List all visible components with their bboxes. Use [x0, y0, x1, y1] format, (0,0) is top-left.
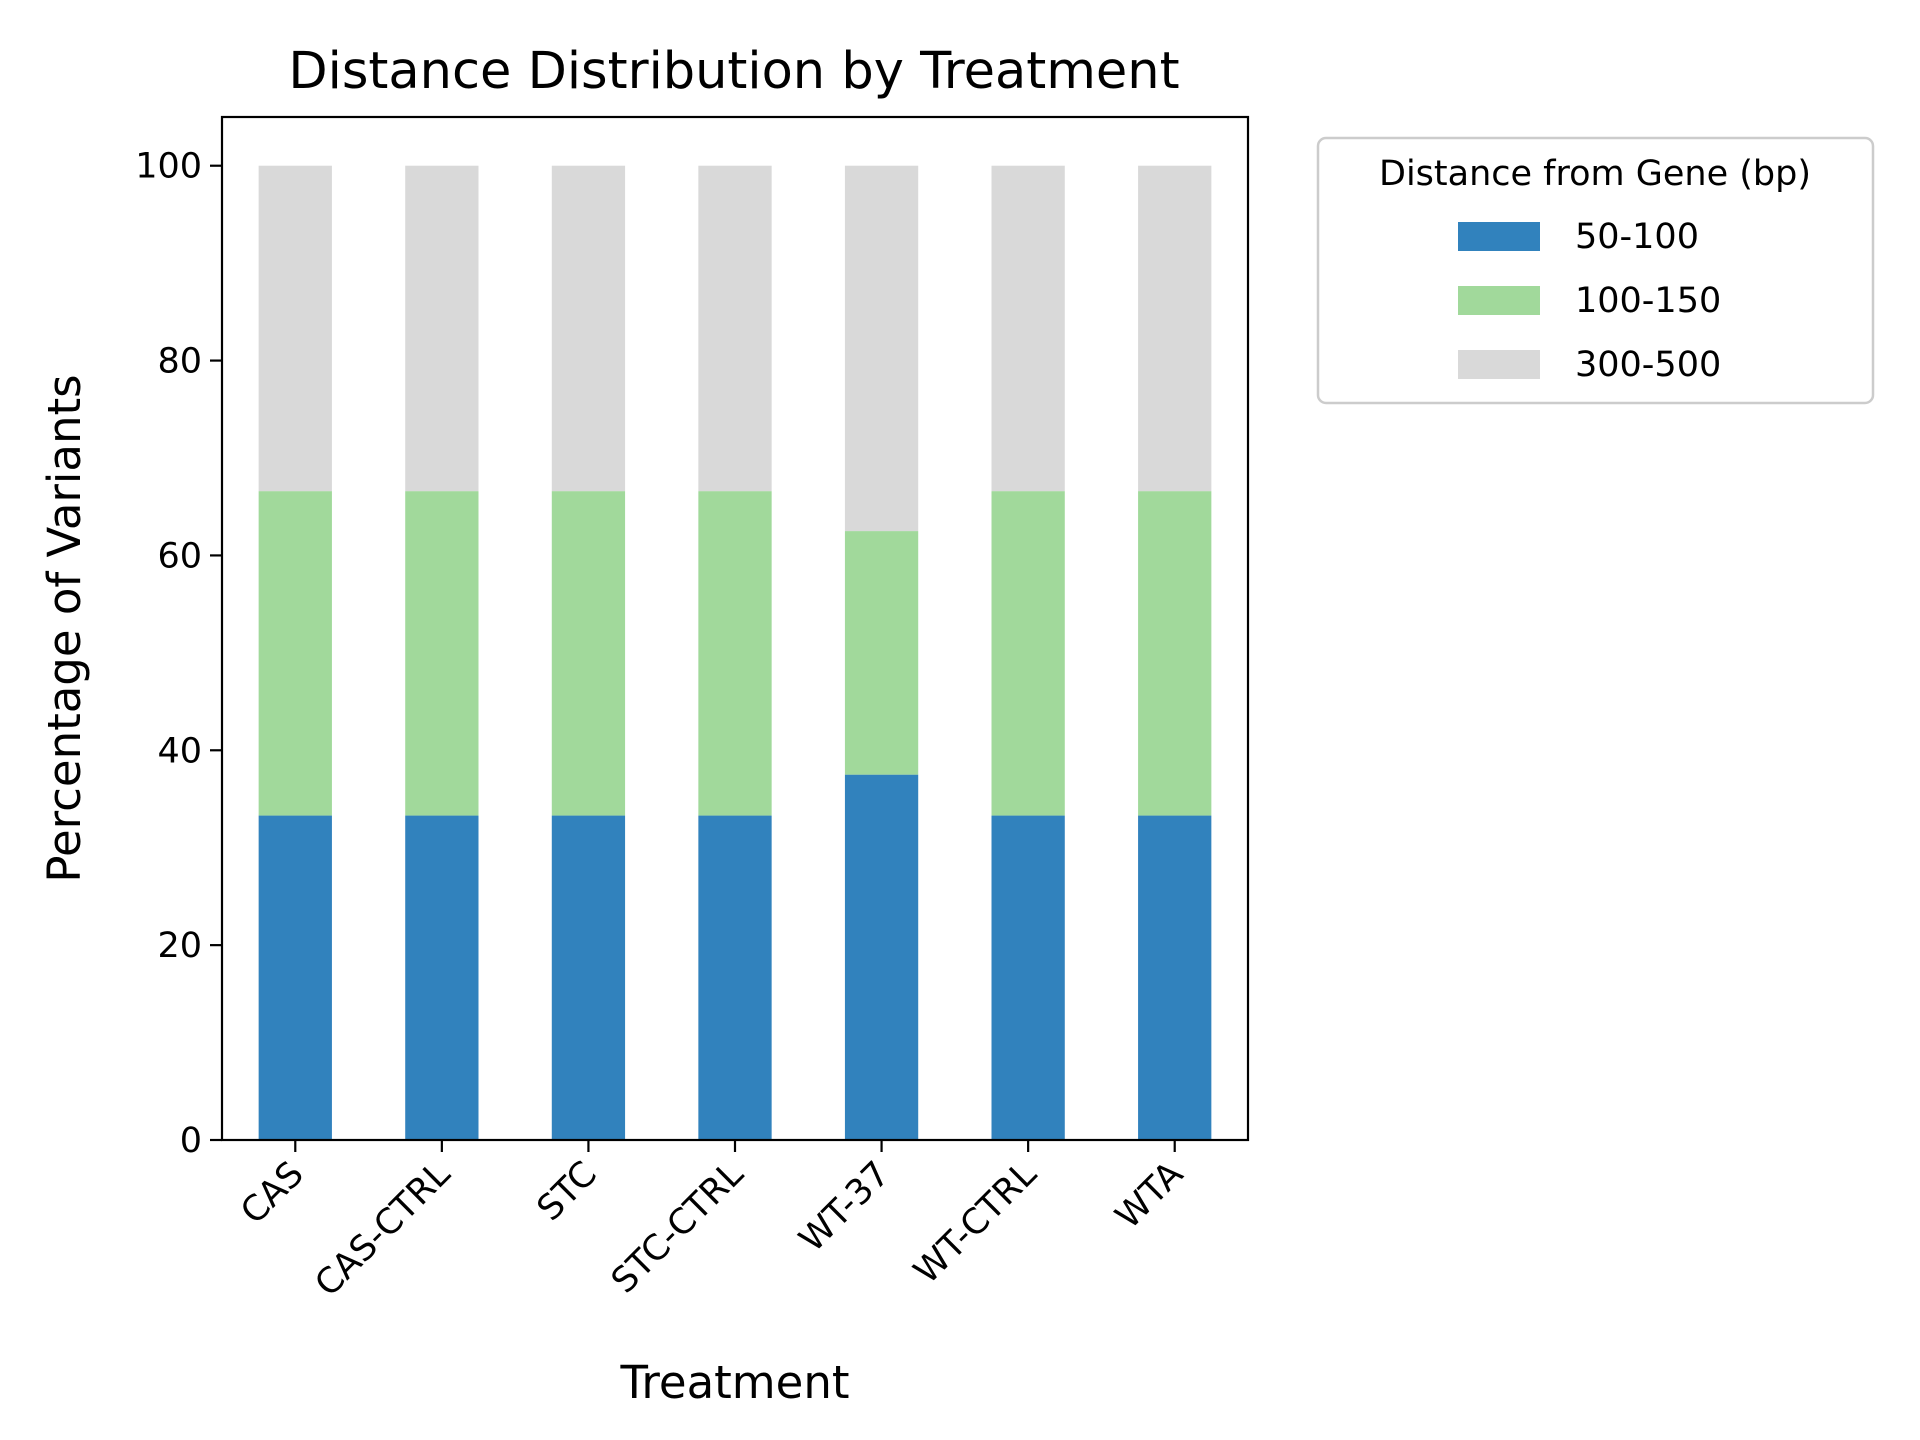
legend-label: 300-500 [1575, 345, 1721, 385]
legend-box [1316, 136, 1875, 405]
y-axis-label: Percentage of Variants [38, 374, 91, 882]
bar-wt-ctrl-series-0 [991, 815, 1065, 1140]
legend-swatch [1458, 222, 1540, 251]
y-tick-label: 40 [157, 731, 202, 771]
bar-cas-ctrl-series-1 [405, 491, 479, 816]
bar-wta-series-0 [1138, 815, 1212, 1140]
bar-cas-series-2 [258, 165, 332, 492]
bars [258, 165, 1212, 1140]
legend: Distance from Gene (bp) 50-100 100-150 300… [1316, 136, 1875, 405]
y-tick-label: 20 [157, 926, 202, 966]
x-tick-label: WTA [1108, 1154, 1191, 1237]
bar-stc-series-2 [551, 165, 626, 492]
legend-label: 50-100 [1575, 217, 1699, 257]
x-tick-label: WT-37 [792, 1154, 898, 1260]
bar-stc-series-1 [551, 491, 626, 816]
x-tick-label: CAS [233, 1154, 311, 1232]
y-tick-label: 100 [135, 147, 202, 187]
bar-wt-ctrl-series-1 [991, 491, 1065, 816]
y-axis: 0 20 40 60 80 100 [135, 147, 222, 1161]
bar-wta-series-2 [1138, 165, 1212, 492]
bar-stc-ctrl-series-1 [698, 491, 772, 816]
x-tick-label: STC [530, 1154, 605, 1229]
y-tick-label: 0 [180, 1121, 202, 1161]
x-tick-label: CAS-CTRL [308, 1154, 459, 1305]
y-tick-label: 80 [157, 342, 202, 382]
bar-wt-ctrl-series-2 [991, 165, 1065, 492]
bar-stc-ctrl-series-0 [698, 815, 772, 1140]
plot-frame [220, 115, 1250, 1142]
bar-cas-series-0 [258, 815, 332, 1140]
bar-wt-37-series-1 [844, 531, 919, 775]
bar-cas-series-1 [258, 491, 332, 816]
bar-cas-ctrl-series-2 [405, 165, 479, 492]
bar-stc-ctrl-series-2 [698, 165, 772, 492]
y-tick-label: 60 [157, 536, 202, 576]
bar-wt-37-series-0 [844, 774, 919, 1140]
legend-swatch [1458, 350, 1540, 379]
x-tick-label: WT-CTRL [907, 1154, 1045, 1292]
legend-title: Distance from Gene (bp) [1379, 154, 1811, 194]
bar-stc-series-0 [551, 815, 626, 1140]
bar-cas-ctrl-series-0 [405, 815, 479, 1140]
x-tick-label: STC-CTRL [604, 1154, 752, 1302]
bar-wta-series-1 [1138, 491, 1212, 816]
chart-title: Distance Distribution by Treatment [288, 42, 1179, 101]
legend-label: 100-150 [1575, 281, 1721, 321]
legend-items: 50-100 100-150 300-500 [1458, 217, 1721, 385]
x-axis-label: Treatment [620, 1356, 850, 1409]
legend-swatch [1458, 286, 1540, 315]
bar-wt-37-series-2 [844, 165, 919, 532]
